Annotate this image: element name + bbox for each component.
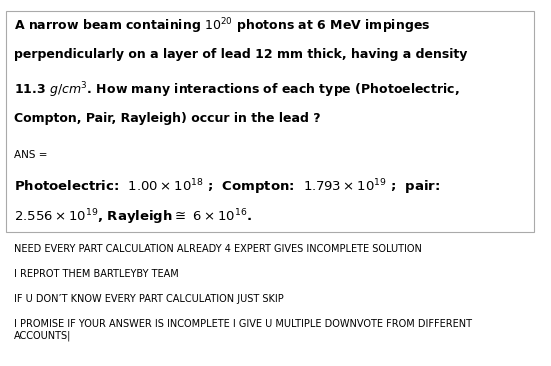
Text: ANS =: ANS = — [14, 150, 47, 160]
FancyBboxPatch shape — [6, 11, 534, 232]
Text: Photoelectric:  $1.00 \times 10^{18}$ ;  Compton:  $1.793 \times 10^{19}$ ;  pai: Photoelectric: $1.00 \times 10^{18}$ ; C… — [14, 178, 440, 198]
Text: 11.3 $g/cm^3$. How many interactions of each type (Photoelectric,: 11.3 $g/cm^3$. How many interactions of … — [14, 80, 460, 100]
Text: $2.556 \times 10^{19}$, Rayleigh$\cong$ $6 \times 10^{16}$.: $2.556 \times 10^{19}$, Rayleigh$\cong$ … — [14, 208, 252, 228]
Text: A narrow beam containing $10^{20}$ photons at 6 MeV impinges: A narrow beam containing $10^{20}$ photo… — [14, 16, 430, 36]
Text: I PROMISE IF YOUR ANSWER IS INCOMPLETE I GIVE U MULTIPLE DOWNVOTE FROM DIFFERENT: I PROMISE IF YOUR ANSWER IS INCOMPLETE I… — [14, 319, 472, 341]
Text: IF U DON’T KNOW EVERY PART CALCULATION JUST SKIP: IF U DON’T KNOW EVERY PART CALCULATION J… — [14, 294, 284, 304]
Text: I REPROT THEM BARTLEYBY TEAM: I REPROT THEM BARTLEYBY TEAM — [14, 269, 179, 279]
Text: NEED EVERY PART CALCULATION ALREADY 4 EXPERT GIVES INCOMPLETE SOLUTION: NEED EVERY PART CALCULATION ALREADY 4 EX… — [14, 244, 422, 254]
Text: Compton, Pair, Rayleigh) occur in the lead ?: Compton, Pair, Rayleigh) occur in the le… — [14, 112, 320, 125]
Text: perpendicularly on a layer of lead 12 mm thick, having a density: perpendicularly on a layer of lead 12 mm… — [14, 48, 467, 61]
